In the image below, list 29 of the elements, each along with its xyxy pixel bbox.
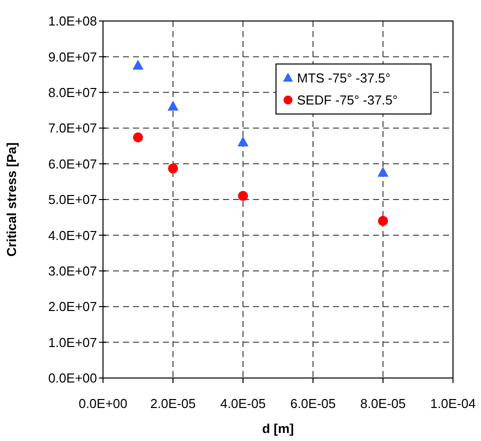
y-tick-label: 4.0E+07: [48, 228, 97, 243]
point: [238, 190, 248, 201]
x-tick-label: 6.0E-05: [290, 396, 336, 411]
y-tick-label: 1.0E+08: [48, 14, 97, 29]
x-tick-label: 8.0E-05: [360, 396, 406, 411]
y-tick-label: 7.0E+07: [48, 120, 97, 136]
point: [168, 100, 178, 111]
y-tick-label: 5.0E+07: [48, 192, 97, 208]
x-tick-label: 2.0E-05: [150, 396, 196, 411]
y-tick-label: 9.0E+07: [48, 49, 97, 64]
point: [238, 136, 248, 146]
point: [132, 60, 144, 70]
x-axis-title: d [m]: [262, 421, 294, 436]
x-tick-label: 1.0E-04: [430, 396, 476, 411]
y-tick-label: 2.0E+07: [48, 299, 97, 314]
point: [378, 166, 388, 177]
y-tick-label: 0.0E+00: [48, 370, 97, 386]
legend-label: SEDF -75° -37.5°: [297, 92, 398, 108]
y-axis-title: Critical stress [Pa]: [4, 142, 19, 257]
legend-label: MTS -75° -37.5°: [297, 70, 390, 86]
point: [133, 132, 143, 142]
y-tick-label: 1.0E+07: [48, 334, 97, 350]
y-tick-label: 3.0E+07: [48, 263, 97, 278]
point: [378, 216, 388, 226]
point: [168, 163, 178, 174]
x-tick-label: 0.0E+00: [78, 396, 128, 411]
y-tick-label: 6.0E+07: [48, 156, 97, 172]
y-tick-label: 8.0E+07: [48, 84, 97, 100]
x-tick-label: 4.0E-05: [220, 396, 266, 411]
